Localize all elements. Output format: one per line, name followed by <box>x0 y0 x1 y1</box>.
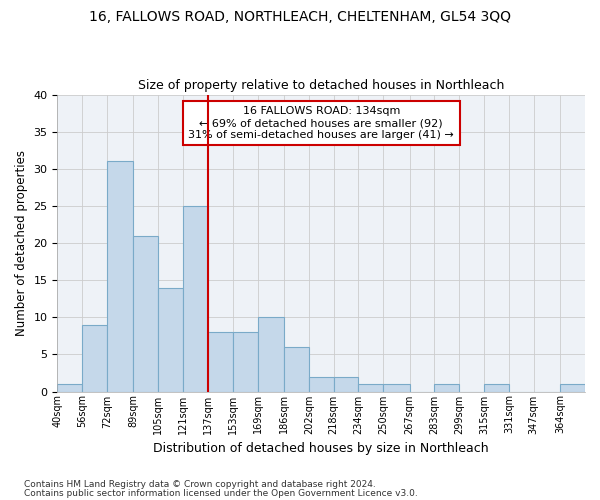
Bar <box>257 318 284 392</box>
Bar <box>284 347 309 392</box>
Bar <box>82 324 107 392</box>
Text: Contains HM Land Registry data © Crown copyright and database right 2024.: Contains HM Land Registry data © Crown c… <box>24 480 376 489</box>
Bar <box>233 332 257 392</box>
Bar <box>560 384 585 392</box>
Text: 16 FALLOWS ROAD: 134sqm
← 69% of detached houses are smaller (92)
31% of semi-de: 16 FALLOWS ROAD: 134sqm ← 69% of detache… <box>188 106 454 140</box>
Bar <box>358 384 383 392</box>
Bar <box>383 384 410 392</box>
Title: Size of property relative to detached houses in Northleach: Size of property relative to detached ho… <box>138 79 505 92</box>
Bar <box>334 376 358 392</box>
Bar <box>434 384 460 392</box>
Bar <box>107 162 133 392</box>
Bar <box>183 206 208 392</box>
Bar <box>58 384 82 392</box>
Bar <box>484 384 509 392</box>
Bar <box>133 236 158 392</box>
X-axis label: Distribution of detached houses by size in Northleach: Distribution of detached houses by size … <box>154 442 489 455</box>
Text: 16, FALLOWS ROAD, NORTHLEACH, CHELTENHAM, GL54 3QQ: 16, FALLOWS ROAD, NORTHLEACH, CHELTENHAM… <box>89 10 511 24</box>
Bar <box>158 288 183 392</box>
Y-axis label: Number of detached properties: Number of detached properties <box>15 150 28 336</box>
Bar <box>309 376 334 392</box>
Bar <box>208 332 233 392</box>
Text: Contains public sector information licensed under the Open Government Licence v3: Contains public sector information licen… <box>24 488 418 498</box>
